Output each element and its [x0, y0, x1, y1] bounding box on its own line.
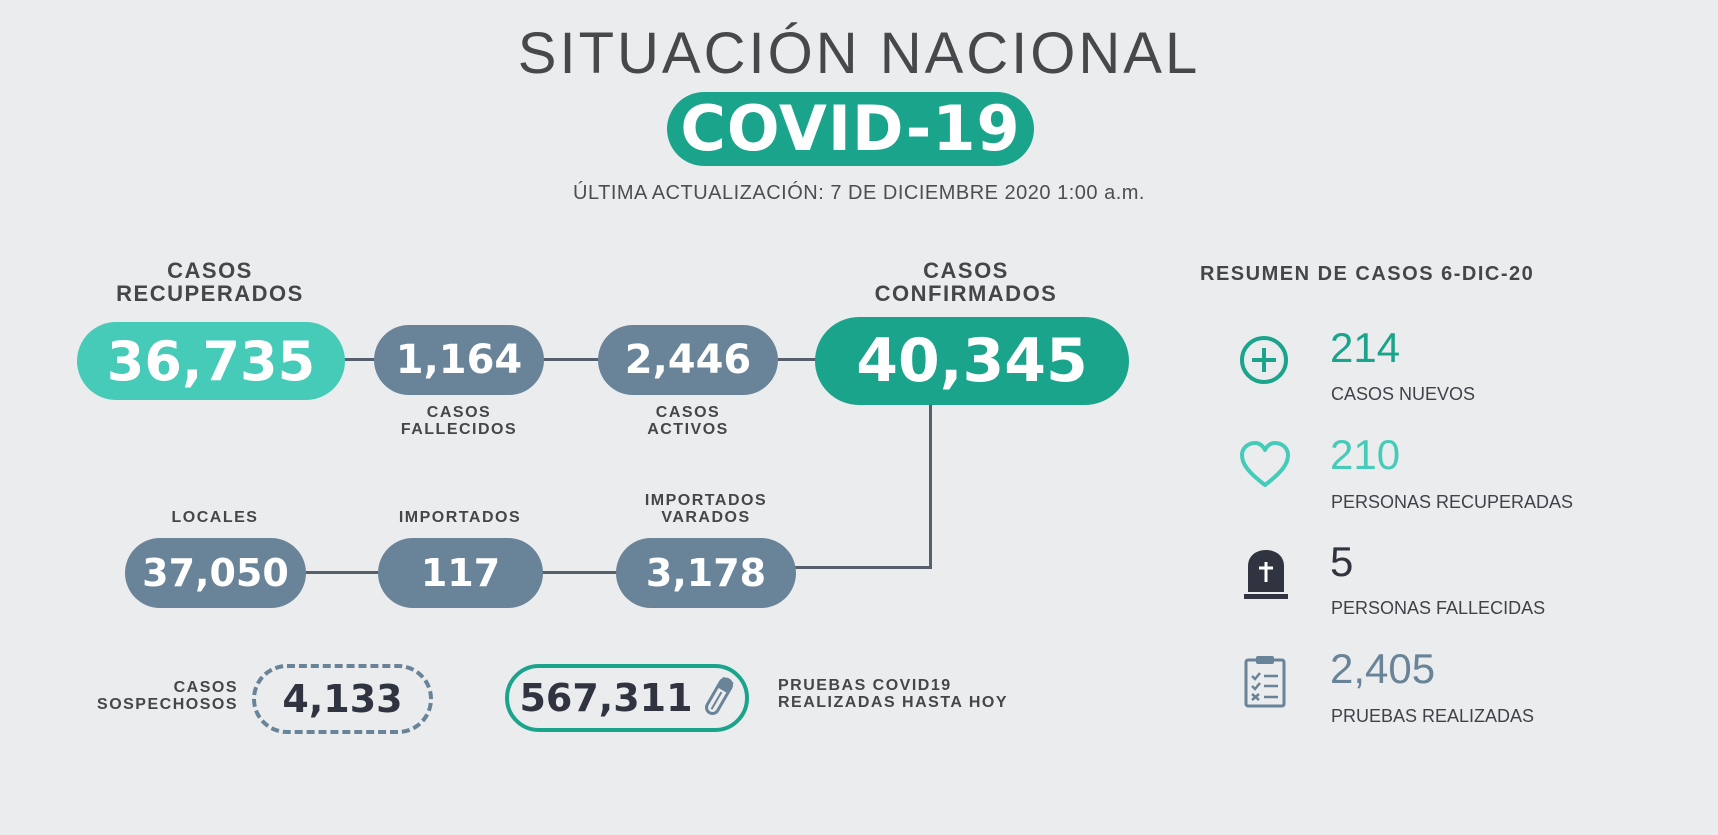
confirmados-label: CASOS CONFIRMADOS: [874, 258, 1058, 307]
connector-importados-varados: [542, 571, 618, 574]
confirmados-value: 40,345: [815, 317, 1129, 405]
activos-value: 2,446: [598, 325, 778, 395]
tombstone-icon: [1242, 548, 1290, 602]
importados-label: IMPORTADOS: [398, 509, 522, 526]
recuperados-value: 36,735: [77, 322, 345, 400]
varados-label: IMPORTADOS VARADOS: [644, 492, 768, 526]
summary-label-casos-nuevos: CASOS NUEVOS: [1331, 384, 1476, 404]
importados-value: 117: [378, 538, 543, 608]
fallecidos-label: CASOS FALLECIDOS: [400, 404, 518, 438]
recuperados-label: CASOS RECUPERADOS: [116, 258, 304, 307]
heart-icon: [1238, 440, 1292, 490]
summary-value-recuperadas: 210: [1330, 431, 1401, 478]
connector-fallecidos-activos: [543, 358, 599, 361]
clipboard-checklist-icon: [1242, 654, 1288, 710]
connector-recuperados-fallecidos: [340, 358, 376, 361]
pruebas-value: 567,311: [519, 676, 693, 720]
varados-value: 3,178: [616, 538, 796, 608]
pruebas-label: PRUEBAS COVID19 REALIZADAS HASTA HOY: [778, 677, 1008, 711]
connector-locales-importados: [304, 571, 380, 574]
summary-value-pruebas: 2,405: [1330, 645, 1436, 692]
summary-label-recuperadas: PERSONAS RECUPERADAS: [1331, 492, 1574, 512]
locales-value: 37,050: [125, 538, 306, 608]
page-title: SITUACIÓN NACIONAL: [517, 21, 1201, 86]
test-tube-icon: [701, 673, 735, 723]
pruebas-pill: 567,311: [505, 664, 749, 732]
summary-value-fallecidas: 5: [1330, 538, 1354, 585]
last-updated: ÚLTIMA ACTUALIZACIÓN: 7 DE DICIEMBRE 202…: [573, 182, 1145, 204]
sospechosos-label: CASOS SOSPECHOSOS: [97, 679, 238, 713]
summary-label-fallecidas: PERSONAS FALLECIDAS: [1331, 598, 1546, 618]
connector-varados-confirmados: [795, 566, 932, 569]
fallecidos-value: 1,164: [374, 325, 544, 395]
activos-label: CASOS ACTIVOS: [647, 404, 729, 438]
connector-activos-confirmados: [776, 358, 816, 361]
summary-title: RESUMEN DE CASOS 6-DIC-20: [1200, 263, 1535, 285]
plus-circle-icon: [1238, 334, 1290, 386]
sospechosos-value: 4,133: [252, 664, 433, 734]
summary-value-casos-nuevos: 214: [1330, 324, 1401, 371]
connector-confirmados-down: [929, 403, 932, 569]
summary-label-pruebas: PRUEBAS REALIZADAS: [1331, 706, 1535, 726]
locales-label: LOCALES: [171, 509, 259, 526]
covid-badge: COVID-19: [667, 92, 1034, 166]
